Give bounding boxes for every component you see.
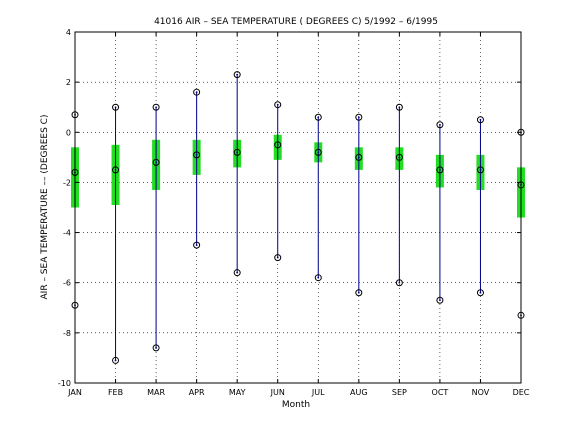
max-marker-dot-sep	[398, 106, 401, 109]
min-marker-aug	[355, 289, 363, 297]
median-marker-jun	[274, 141, 282, 149]
y-tick-label-7: 4	[66, 28, 71, 37]
x-ticks: JAN FEB MAR APR MAY JUN JUL AUG SEP OCT NOV DEC	[67, 32, 530, 397]
median-marker-mar	[152, 158, 160, 166]
median-marker-nov	[476, 166, 484, 174]
max-marker-jul	[314, 113, 322, 121]
min-marker-dot-apr	[195, 244, 198, 247]
min-marker-dot-jun	[276, 256, 279, 259]
max-marker-dot-aug	[357, 116, 360, 119]
y-axis-label: AIR – SEA TEMPERATURE –– (DEGREES C)	[40, 115, 50, 300]
grid-lines	[75, 32, 521, 383]
median-marker-dot-oct	[439, 168, 441, 171]
x-tick-label-10: NOV	[472, 388, 490, 397]
min-marker-mar	[152, 344, 160, 352]
x-tick-label-3: APR	[189, 388, 205, 397]
median-marker-dot-may	[236, 151, 239, 154]
max-marker-dot-apr	[195, 91, 198, 94]
x-axis-label: Month	[282, 400, 310, 410]
max-marker-nov	[476, 116, 484, 124]
median-marker-dot-nov	[479, 168, 482, 171]
median-marker-dot-apr	[195, 153, 198, 156]
median-marker-jul	[314, 148, 322, 156]
min-marker-feb	[112, 356, 120, 364]
max-marker-sep	[395, 103, 403, 111]
max-marker-oct	[436, 121, 444, 129]
max-marker-dot-oct	[439, 123, 441, 126]
x-tick-label-0: JAN	[67, 388, 82, 397]
median-marker-dot-aug	[357, 156, 360, 159]
x-tick-label-8: SEP	[392, 388, 407, 397]
min-marker-nov	[476, 289, 484, 297]
median-marker-dot-sep	[398, 156, 401, 159]
min-marker-dot-nov	[479, 291, 482, 294]
max-marker-dot-nov	[479, 118, 482, 121]
min-marker-may	[233, 269, 241, 277]
max-marker-dot-jul	[317, 116, 320, 119]
median-marker-apr	[193, 151, 201, 159]
y-tick-label-5: 0	[66, 128, 71, 137]
x-tick-label-6: JUL	[311, 388, 325, 397]
min-marker-jun	[274, 254, 282, 262]
y-ticks: -10 -8 -6 -4 -2 0 2 4	[58, 28, 521, 388]
x-tick-label-9: OCT	[432, 388, 449, 397]
median-marker-dot-jun	[276, 143, 279, 146]
x-tick-label-7: AUG	[350, 388, 368, 397]
y-tick-label-0: -10	[58, 379, 71, 388]
max-marker-dot-feb	[114, 106, 117, 109]
max-marker-dot-may	[236, 73, 239, 76]
y-tick-label-6: 2	[66, 78, 71, 87]
x-tick-label-5: JUN	[270, 388, 285, 397]
max-marker-feb	[112, 103, 120, 111]
median-marker-may	[233, 148, 241, 156]
min-marker-apr	[193, 241, 201, 249]
y-tick-label-1: -8	[63, 329, 71, 338]
iqr-boxes	[71, 134, 525, 218]
min-marker-sep	[395, 279, 403, 287]
min-marker-dot-oct	[439, 299, 441, 302]
max-marker-apr	[193, 88, 201, 96]
max-marker-aug	[355, 113, 363, 121]
plot-frame	[74, 31, 522, 384]
max-marker-mar	[152, 103, 160, 111]
whiskers	[74, 74, 522, 361]
min-marker-jul	[314, 274, 322, 282]
x-tick-label-1: FEB	[108, 388, 123, 397]
median-marker-oct	[436, 166, 444, 174]
median-marker-sep	[395, 153, 403, 161]
markers	[71, 71, 525, 364]
x-tick-label-2: MAR	[147, 388, 165, 397]
x-tick-label-4: MAY	[229, 388, 246, 397]
min-marker-oct	[436, 296, 444, 304]
median-marker-feb	[112, 166, 120, 174]
median-marker-dot-feb	[114, 168, 117, 171]
max-marker-may	[233, 71, 241, 79]
min-marker-dot-may	[236, 271, 239, 274]
max-marker-jun	[274, 101, 282, 109]
min-marker-dot-jul	[317, 276, 320, 279]
min-marker-dot-mar	[155, 347, 157, 349]
x-tick-label-11: DEC	[513, 388, 530, 397]
min-marker-dot-aug	[357, 291, 360, 294]
y-tick-label-3: -4	[63, 229, 71, 238]
min-marker-dot-feb	[114, 359, 117, 362]
median-marker-dot-jul	[317, 151, 320, 154]
min-marker-dot-sep	[398, 281, 401, 284]
max-marker-dot-jun	[276, 103, 279, 106]
median-marker-dot-mar	[155, 161, 157, 164]
chart-title: 41016 AIR – SEA TEMPERATURE ( DEGREES C)…	[154, 17, 438, 27]
y-tick-label-2: -6	[63, 279, 71, 288]
median-marker-aug	[355, 153, 363, 161]
y-tick-label-4: -2	[63, 178, 71, 187]
max-marker-dot-mar	[155, 106, 157, 109]
